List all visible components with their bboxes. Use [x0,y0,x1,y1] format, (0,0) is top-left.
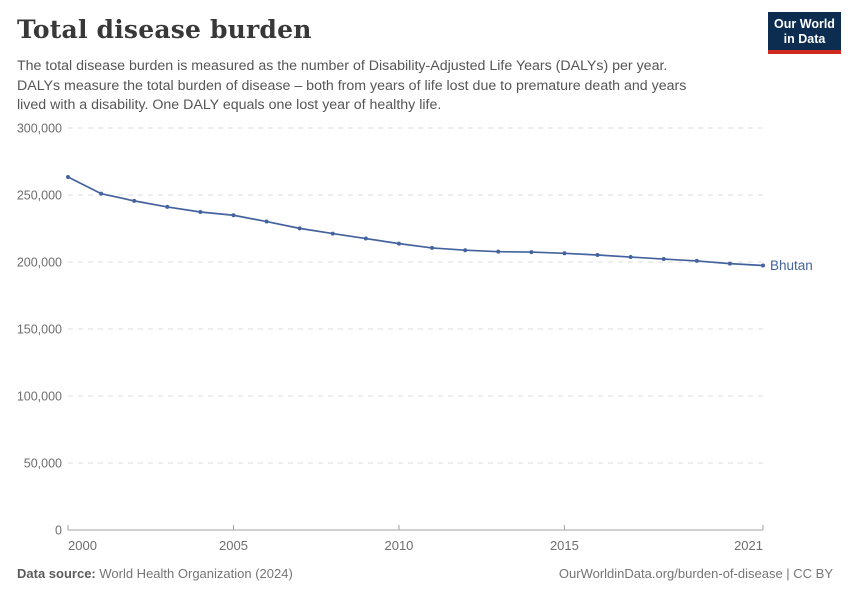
subtitle-line: lived with a disability. One DALY equals… [17,97,442,113]
trend-line[interactable] [67,176,764,267]
data-point[interactable] [396,241,401,246]
chart-footer: Data source: World Health Organization (… [17,566,833,581]
y-axis-tick-label: 50,000 [24,457,62,471]
data-point[interactable] [694,258,699,263]
data-point[interactable] [661,257,666,262]
data-source-value: World Health Organization (2024) [95,566,293,581]
license-note[interactable]: OurWorldinData.org/burden-of-disease | C… [558,566,833,581]
x-axis-tick-label: 2010 [384,538,413,553]
data-point[interactable] [231,213,236,218]
y-axis-tick-label: 300,000 [17,122,62,136]
data-point[interactable] [165,204,170,209]
subtitle-line: DALYs measure the total burden of diseas… [17,77,687,94]
y-axis-tick-label: 150,000 [17,323,62,337]
data-point[interactable] [264,219,269,224]
series-end-label[interactable]: Bhutan [770,258,813,273]
data-point[interactable] [529,250,534,255]
data-point[interactable] [463,248,468,253]
page-title: Total disease burden [17,15,312,44]
y-axis-tick-label: 250,000 [17,189,62,203]
subtitle-line: The total disease burden is measured as … [17,58,668,74]
data-point[interactable] [727,261,732,266]
y-axis-tick-label: 0 [55,524,62,538]
y-axis-tick-label: 100,000 [17,390,62,404]
data-source-label: Data source: [17,566,96,581]
data-source: Data source: World Health Organization (… [17,566,293,581]
data-point[interactable] [562,251,567,256]
y-axis-tick-label: 200,000 [17,256,62,270]
data-point[interactable] [198,210,203,215]
x-axis-tick-label: 2021 [734,538,763,553]
data-point[interactable] [330,231,335,236]
x-axis-tick-label: 2005 [219,538,248,553]
data-point[interactable] [66,175,70,180]
chart-subtitle: The total disease burden is measured as … [17,57,686,116]
owid-logo-line1: Our World [774,17,835,31]
data-point[interactable] [628,255,633,260]
data-point[interactable] [595,253,600,258]
x-axis-tick-label: 2000 [68,538,97,553]
data-point[interactable] [496,249,501,254]
x-axis-tick-label: 2015 [550,538,579,553]
owid-logo: Our World in Data [768,12,841,54]
data-point[interactable] [761,263,765,268]
data-point[interactable] [132,198,137,203]
data-point[interactable] [363,236,368,241]
data-point[interactable] [430,245,435,250]
data-point[interactable] [99,191,104,196]
owid-logo-line2: in Data [783,31,826,46]
data-point[interactable] [297,226,302,231]
